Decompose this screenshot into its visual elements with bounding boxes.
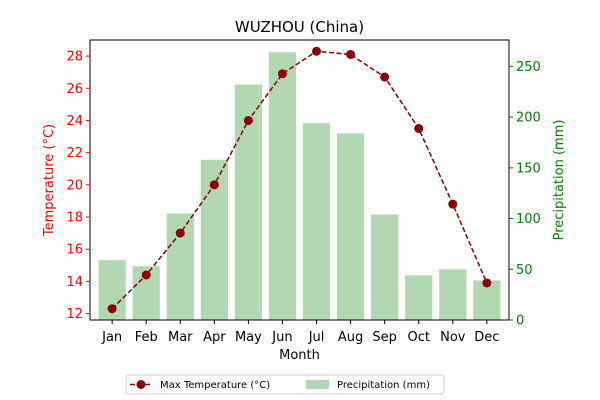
x-axis-tick-label: Oct xyxy=(407,330,429,345)
left-axis-tick-label: 16 xyxy=(66,243,83,258)
temperature-point-nov xyxy=(448,199,458,209)
temperature-point-sep xyxy=(380,72,390,82)
left-y-axis: 12 14 16 18 20 22 24 26 28 xyxy=(66,50,90,322)
x-axis-tick-label: Aug xyxy=(338,330,363,345)
precipitation-bar-oct xyxy=(405,275,433,320)
temperature-point-jul xyxy=(312,46,322,56)
x-axis-tick-label: Jan xyxy=(101,330,122,345)
left-axis-tick-label: 22 xyxy=(66,146,83,161)
legend-precipitation-swatch xyxy=(306,380,329,389)
chart-title: WUZHOU (China) xyxy=(235,18,364,36)
x-axis-tick-label: Dec xyxy=(474,330,499,345)
temperature-point-apr xyxy=(209,180,219,190)
x-axis-label: Month xyxy=(279,348,320,363)
x-axis-tick-label: Apr xyxy=(203,330,226,345)
x-axis-tick-label: May xyxy=(235,330,262,345)
temperature-point-dec xyxy=(482,278,492,288)
temperature-line xyxy=(111,50,488,310)
legend-frame xyxy=(125,374,445,395)
plot-frame xyxy=(89,39,510,321)
left-axis-tick-label: 18 xyxy=(66,211,83,226)
right-axis-tick-label: 0 xyxy=(516,314,524,329)
precipitation-bars xyxy=(98,52,501,321)
temperature-point-mar xyxy=(175,228,185,238)
left-axis-tick-label: 24 xyxy=(66,114,83,129)
legend-temperature-marker xyxy=(136,380,146,389)
left-axis-tick-label: 14 xyxy=(66,275,83,290)
temperature-line-series xyxy=(107,46,492,314)
right-axis-tick-label: 150 xyxy=(516,161,541,176)
precipitation-bar-jul xyxy=(302,123,331,320)
x-axis-tick-label: Nov xyxy=(440,330,466,345)
legend-precipitation-label: Precipitation (mm) xyxy=(337,380,430,391)
legend: Max Temperature (°C) Precipitation (mm) xyxy=(125,374,445,395)
x-axis-tick-label: Mar xyxy=(168,330,193,345)
right-axis-tick-label: 200 xyxy=(516,111,541,126)
right-axis-tick-label: 50 xyxy=(516,263,533,278)
x-axis: Jan Feb Mar Apr May Jun Jul Aug Sep Oct Nov Dec xyxy=(101,320,499,345)
precipitation-bar-sep xyxy=(371,214,399,320)
precipitation-bar-jun xyxy=(268,52,297,321)
temperature-point-jan xyxy=(107,304,117,314)
temperature-point-oct xyxy=(414,124,424,134)
x-axis-tick-label: Jul xyxy=(308,330,325,345)
x-axis-tick-label: Feb xyxy=(135,330,158,345)
left-axis-tick-label: 28 xyxy=(66,50,83,65)
legend-temperature-label: Max Temperature (°C) xyxy=(160,380,270,391)
x-axis-tick-label: Jun xyxy=(271,330,292,345)
temperature-point-may xyxy=(243,115,253,125)
right-y-axis: 0 50 100 150 200 250 xyxy=(509,60,541,329)
left-y-axis-label: Temperature (°C) xyxy=(42,124,57,237)
right-y-axis-label: Precipitation (mm) xyxy=(552,120,567,241)
right-axis-tick-label: 100 xyxy=(516,212,541,227)
temperature-point-aug xyxy=(346,49,356,59)
right-axis-tick-label: 250 xyxy=(516,60,541,75)
temperature-point-jun xyxy=(277,69,287,79)
left-axis-tick-label: 26 xyxy=(66,82,83,97)
x-axis-tick-label: Sep xyxy=(372,330,397,345)
precipitation-bar-aug xyxy=(336,133,365,320)
temperature-point-feb xyxy=(141,270,151,280)
left-axis-tick-label: 12 xyxy=(66,307,83,322)
left-axis-tick-label: 20 xyxy=(66,178,83,193)
precipitation-bar-nov xyxy=(439,269,467,320)
